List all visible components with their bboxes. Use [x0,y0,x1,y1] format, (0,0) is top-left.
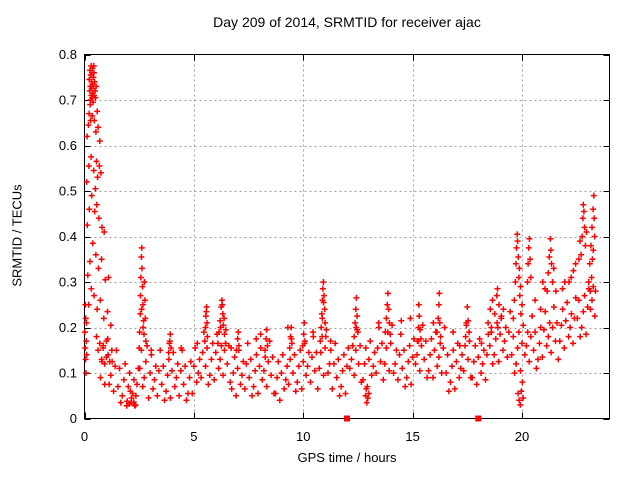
y-tick-label: 0.5 [59,184,77,199]
scatter-series-flagged-zero [344,415,482,422]
y-axis-label: SRMTID / TECUs [9,184,25,287]
y-tick-labels: 0 0.1 0.2 0.3 0.4 0.5 0.6 0.7 0.8 [59,47,77,426]
y-tick-label: 0.1 [59,366,77,381]
y-tick-label: 0.2 [59,320,77,335]
y-tick-label: 0.4 [59,229,77,244]
y-tick-label: 0.3 [59,275,77,290]
grid [84,54,610,419]
x-tick-label: 10 [296,429,310,444]
x-tick-labels: 0 5 10 15 20 [81,429,529,444]
x-tick-label: 20 [515,429,529,444]
x-tick-label: 5 [190,429,197,444]
x-tick-label: 0 [81,429,88,444]
x-tick-label: 15 [405,429,419,444]
scatter-series-srmtid [81,62,599,409]
y-tick-label: 0.6 [59,138,77,153]
chart-title: Day 209 of 2014, SRMTID for receiver aja… [213,14,481,30]
y-tick-label: 0 [70,411,77,426]
x-axis-label: GPS time / hours [297,450,397,465]
y-tick-label: 0.7 [59,93,77,108]
y-tick-label: 0.8 [59,47,77,62]
